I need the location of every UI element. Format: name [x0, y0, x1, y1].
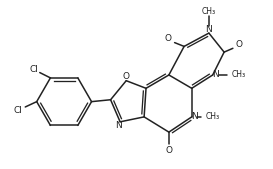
Text: N: N [212, 70, 219, 79]
Text: N: N [206, 25, 212, 34]
Text: O: O [165, 146, 172, 154]
Text: N: N [191, 112, 198, 121]
Text: Cl: Cl [14, 105, 23, 115]
Text: CH₃: CH₃ [232, 70, 246, 79]
Text: Cl: Cl [30, 65, 39, 74]
Text: CH₃: CH₃ [206, 112, 220, 121]
Text: CH₃: CH₃ [202, 7, 216, 16]
Text: N: N [115, 121, 122, 130]
Text: O: O [122, 72, 129, 81]
Text: O: O [164, 34, 171, 43]
Text: O: O [236, 40, 243, 49]
